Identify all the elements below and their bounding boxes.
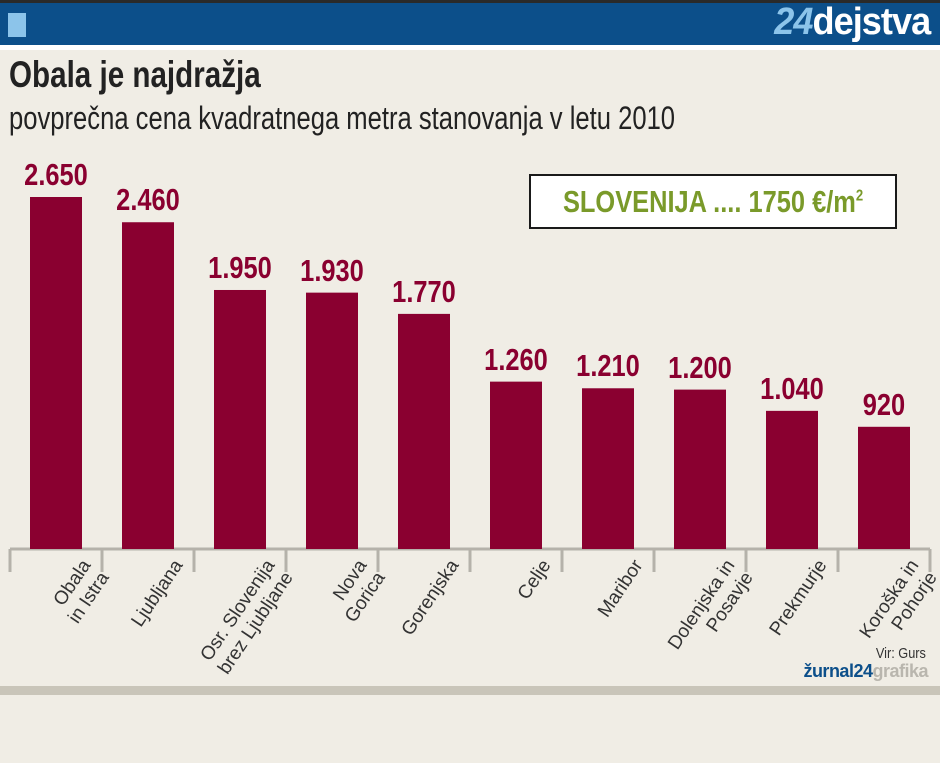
bar [214,289,266,549]
value-label: 2.460 [116,182,180,218]
header-bar: 24dejstva [0,1,940,45]
value-label: 1.950 [208,249,272,285]
logo-24dejstva: 24dejstva [773,1,931,43]
bar [30,197,82,549]
bar [398,313,450,549]
national-average-text: SLOVENIJA .... 1750 €/m2 [562,183,864,219]
value-label: 1.040 [760,370,824,406]
value-label: 1.930 [300,252,364,288]
header-square-icon [8,13,26,37]
chart-subtitle: povprečna cena kvadratnega metra stanova… [9,100,676,136]
value-label: 1.260 [484,341,548,377]
bar [766,410,818,549]
top-strip [0,0,940,3]
value-label: 2.650 [24,157,88,192]
chart-title: Obala je najdražja [9,54,261,95]
bar [582,388,634,549]
brand-logo: žurnal24grafika [803,661,928,681]
bottom-strip [0,686,940,695]
bar [490,381,542,549]
bar-chart [8,197,932,572]
bar [674,389,726,549]
bar [858,426,910,549]
source-note: Vir: Gurs [875,645,926,662]
bar [122,222,174,549]
bar [306,292,358,549]
value-label: 920 [862,386,906,422]
value-label: 1.770 [392,273,456,309]
national-average-box: SLOVENIJA .... 1750 €/m2 [529,174,897,229]
header-gap [0,45,940,50]
value-label: 1.200 [668,349,732,385]
value-label: 1.210 [576,348,640,384]
